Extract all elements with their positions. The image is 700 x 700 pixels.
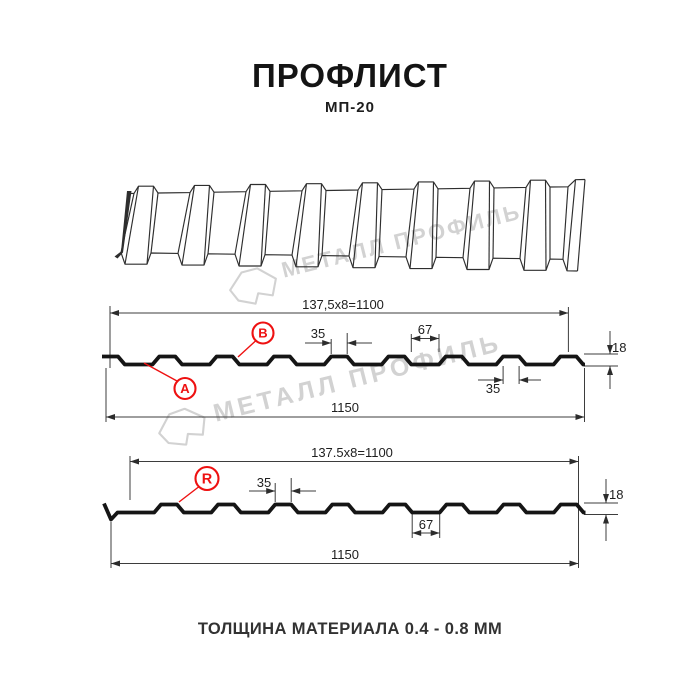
wall-profile-outline	[102, 354, 586, 367]
dimension-lines	[110, 456, 618, 568]
dim-rib-top-width-roof: 35	[257, 475, 271, 490]
dim-rib-top-width-wall: 35	[311, 326, 325, 341]
dimension-lines	[105, 306, 618, 422]
wall-profile-section: 137,5x8=1100 35 67 18 35 1150 A B	[102, 297, 626, 422]
label-b: B	[258, 326, 267, 341]
dim-pitch-wall: 137,5x8=1100	[302, 297, 384, 312]
dim-pitch-roof: 137.5x8=1100	[311, 445, 393, 460]
label-b-leader	[237, 340, 256, 358]
page-title: ПРОФЛИСТ	[252, 57, 448, 94]
dim-rib-width-bottom-wall: 35	[486, 381, 500, 396]
dim-total-width-roof: 1150	[331, 547, 359, 562]
sheet-3d-drawing	[114, 178, 586, 272]
label-b-circle	[251, 321, 275, 345]
profile-model-subtitle: МП-20	[325, 99, 375, 116]
roof-profile-outline	[102, 502, 586, 522]
label-r-leader	[178, 486, 199, 503]
dim-total-width-wall: 1150	[331, 400, 359, 415]
metall-profil-logo-watermark	[158, 407, 206, 446]
label-a-leader	[143, 362, 178, 382]
label-r-circle	[194, 465, 220, 492]
roof-profile-section: 137.5x8=1100 35 67 18 1150 R	[102, 445, 623, 568]
label-r: R	[202, 472, 213, 488]
dim-rib-gap-wall: 67	[418, 322, 432, 337]
label-a-circle	[173, 376, 197, 401]
dim-height-wall: 18	[612, 340, 626, 355]
dim-rib-gap-roof: 67	[419, 517, 433, 532]
label-a: A	[180, 381, 190, 396]
metall-profil-logo-watermark	[229, 267, 277, 305]
thickness-note: ТОЛЩИНА МАТЕРИАЛА 0.4 - 0.8 ММ	[197, 620, 503, 638]
dim-height-roof: 18	[609, 487, 623, 502]
